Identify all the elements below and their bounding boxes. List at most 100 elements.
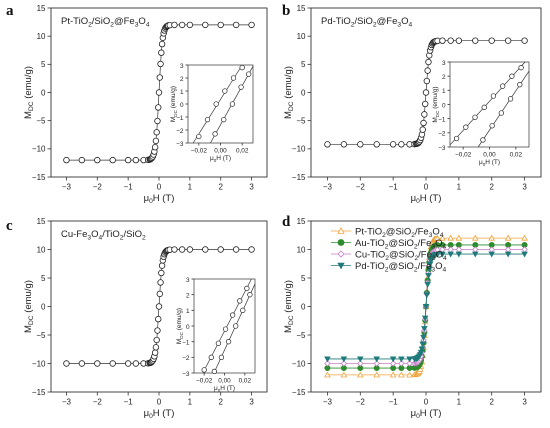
inset-data-point	[212, 131, 218, 137]
data-point	[324, 360, 331, 367]
inset-y-axis-title: MDC (emu/g)	[432, 86, 440, 122]
y-tick-label: 3	[186, 277, 190, 284]
inset-data-point	[480, 137, 486, 143]
series-pd	[324, 251, 528, 363]
x-tick-label: 0	[157, 183, 162, 192]
y-tick-label: 2	[442, 74, 446, 81]
data-point	[63, 360, 70, 367]
inset-data-point	[490, 93, 497, 99]
legend-label: Au-TiO2@SiO2/Fe3O4	[355, 238, 446, 250]
data-point	[357, 360, 364, 367]
x-tick-label: −1	[124, 398, 134, 407]
data-point	[151, 144, 159, 151]
y-tick-label: −5	[296, 116, 306, 125]
data-point	[132, 360, 140, 367]
y-tick-label: −1	[176, 115, 184, 122]
data-point	[324, 141, 331, 148]
inset-data-point	[196, 133, 202, 140]
data-point	[340, 141, 348, 148]
y-tick-label: −3	[438, 145, 446, 152]
x-axis-title: μ0H (T)	[411, 408, 442, 420]
data-point	[152, 344, 160, 351]
data-point	[406, 371, 413, 378]
data-point	[202, 246, 209, 253]
data-point	[455, 37, 463, 44]
data-point	[421, 100, 429, 108]
data-point	[426, 266, 433, 273]
inset-data-point	[507, 96, 514, 102]
data-point	[424, 67, 431, 74]
inset-data-point	[229, 101, 236, 107]
data-point	[439, 251, 446, 258]
data-point	[419, 341, 426, 348]
y-tick-label: 5	[301, 274, 306, 283]
inset-data-point	[498, 110, 505, 116]
x-tick-label: 0	[424, 183, 429, 192]
data-point	[94, 360, 101, 367]
x-tick-label: −2	[356, 183, 366, 192]
data-point	[324, 356, 331, 363]
data-point	[521, 234, 528, 241]
data-point	[340, 356, 348, 363]
data-point	[156, 290, 163, 298]
data-point	[419, 126, 426, 133]
x-tick-label: 2	[489, 398, 494, 407]
data-point	[521, 37, 528, 44]
data-point	[420, 119, 427, 127]
x-axis-title: μ0H (T)	[144, 193, 175, 205]
y-tick-label: 5	[41, 60, 46, 69]
x-tick-label: 2	[489, 183, 494, 192]
y-tick-label: 0	[180, 102, 184, 109]
data-point	[434, 251, 441, 258]
x-tick-label: −3	[323, 183, 333, 192]
y-tick-label: −10	[32, 145, 46, 154]
y-tick-label: 5	[301, 60, 306, 69]
data-point	[109, 156, 116, 164]
inset-x-axis-title: μ0H (T)	[210, 155, 231, 163]
x-tick-label: 2	[218, 398, 223, 407]
panel-letter: a	[6, 3, 14, 19]
y-axis-title: MDC (emu/g)	[23, 280, 35, 333]
x-tick-label: 0,02	[510, 152, 523, 159]
data-point	[217, 246, 224, 253]
data-point	[423, 292, 431, 299]
data-point	[439, 234, 446, 241]
inset-data-point	[229, 312, 236, 318]
x-tick-label: −2	[93, 398, 103, 407]
y-tick-label: 2	[180, 76, 184, 83]
data-point	[156, 74, 163, 81]
data-point	[389, 141, 397, 148]
data-point	[155, 89, 163, 96]
y-tick-label: −5	[36, 331, 46, 340]
data-point	[158, 269, 165, 277]
inset-frame	[193, 278, 256, 374]
x-tick-label: 3	[249, 183, 254, 192]
data-point	[178, 21, 186, 29]
legend-marker	[337, 250, 345, 258]
data-point	[357, 356, 364, 363]
y-tick-label: −3	[182, 371, 190, 378]
y-tick-label: 0	[301, 88, 306, 97]
y-tick-label: 1	[442, 88, 446, 95]
inset-data-point	[225, 339, 232, 345]
x-tick-label: 0,00	[483, 152, 496, 159]
inset-data-point	[453, 135, 460, 142]
x-tick-label: −0,02	[455, 152, 472, 159]
data-point	[186, 21, 194, 29]
y-tick-label: −10	[292, 145, 306, 154]
data-point	[171, 21, 178, 29]
panel-title: Pd-TiO2/SiO2@Fe3O4	[321, 16, 412, 28]
data-point	[398, 371, 405, 378]
x-tick-label: −2	[93, 183, 103, 192]
data-point	[425, 58, 432, 66]
y-tick-label: 5	[41, 274, 46, 283]
data-point	[423, 77, 431, 85]
data-point	[421, 326, 428, 333]
data-point	[158, 40, 166, 48]
inset-data-point	[517, 82, 523, 88]
inset-data-point	[509, 73, 515, 79]
y-tick-label: 3	[180, 63, 184, 70]
data-point	[434, 234, 441, 241]
